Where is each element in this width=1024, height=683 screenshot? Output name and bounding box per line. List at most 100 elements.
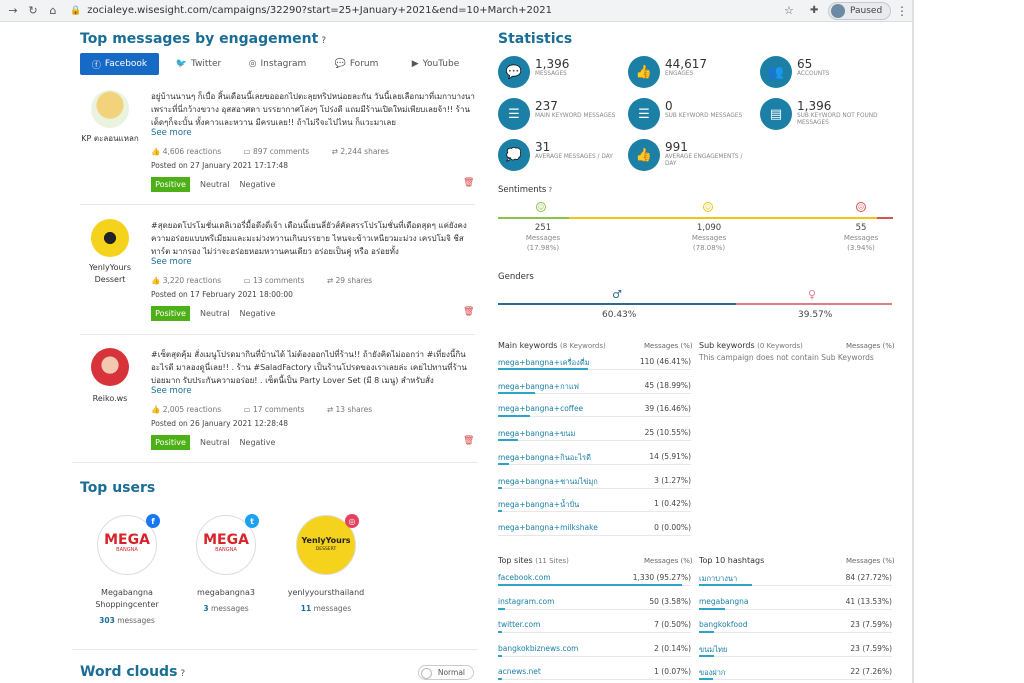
keyword-row[interactable]: mega+bangna+กินอะไรดี 14 (5.91%) xyxy=(498,452,691,476)
sentiments-title-text: Sentiments xyxy=(498,185,547,195)
neutral-button[interactable]: Neutral xyxy=(200,180,230,189)
keyword-row[interactable]: mega+bangna+milkshake 0 (0.00%) xyxy=(498,523,691,547)
keyword-row-label[interactable]: mega+bangna+กินอะไรดี xyxy=(498,452,591,462)
home-icon[interactable]: ⌂ xyxy=(49,4,57,17)
user-name[interactable]: yenlyyoursthailand xyxy=(287,588,365,597)
extensions-icon[interactable]: ✚ xyxy=(810,5,819,16)
bookmark-star-icon[interactable]: ☆ xyxy=(784,4,794,17)
positive-button[interactable]: Positive xyxy=(151,177,190,192)
site-row-label[interactable]: instagram.com xyxy=(498,596,555,606)
hashtag-row[interactable]: ของฝาก 22 (7.26%) xyxy=(699,667,892,683)
top-user-card[interactable]: MEGA BANGNA t megabangna3 3 messages xyxy=(181,514,271,613)
hashtag-row-bar xyxy=(699,654,714,657)
hashtag-row-label[interactable]: megabangna xyxy=(699,596,749,606)
stat-value: 65 xyxy=(797,57,813,71)
help-icon[interactable]: ? xyxy=(180,669,186,679)
see-more-link[interactable]: See more xyxy=(151,386,192,396)
keyword-row[interactable]: mega+bangna+ขนม 25 (10.55%) xyxy=(498,428,691,452)
address-bar[interactable]: zocialeye.wisesight.com/campaigns/32290?… xyxy=(87,5,552,16)
see-more-link[interactable]: See more xyxy=(151,128,192,138)
neutral-button[interactable]: Neutral xyxy=(200,438,230,447)
window-edge xyxy=(912,0,914,683)
tab-instagram[interactable]: ◎ Instagram xyxy=(238,53,317,75)
keyword-row[interactable]: mega+bangna+น้ำปั่น 1 (0.42%) xyxy=(498,499,691,523)
negative-button[interactable]: Negative xyxy=(239,309,276,318)
author-avatar[interactable] xyxy=(91,348,129,386)
tab-twitter[interactable]: 🐦 Twitter xyxy=(159,53,238,75)
hashtag-row-label[interactable]: เมกาบางนา xyxy=(699,574,738,583)
keyword-row-label[interactable]: mega+bangna+น้ำปั่น xyxy=(498,500,580,510)
kebab-menu-icon[interactable]: ⋮ xyxy=(896,3,908,18)
post-stats: 👍 3,220 reactions ▭ 13 comments ⇄ 29 sha… xyxy=(151,276,392,285)
author-avatar[interactable] xyxy=(91,219,129,257)
top-user-card[interactable]: YenlyYours DESSERT ◎ yenlyyoursthailand … xyxy=(281,514,371,613)
negative-button[interactable]: Negative xyxy=(239,438,276,447)
trash-icon[interactable]: 🗑 xyxy=(463,436,475,446)
instagram-icon: ◎ xyxy=(345,514,359,528)
hashtag-row[interactable]: ขนมไทย 23 (7.59%) xyxy=(699,644,892,668)
site-row[interactable]: facebook.com 1,330 (95.27%) xyxy=(498,573,691,597)
see-more-link[interactable]: See more xyxy=(151,257,192,267)
post-author[interactable]: KP ตะลอนแหลก xyxy=(81,134,139,143)
forward-icon[interactable]: → xyxy=(8,4,18,17)
keyword-row[interactable]: mega+bangna+coffee 39 (16.46%) xyxy=(498,404,691,428)
site-row[interactable]: twitter.com 7 (0.50%) xyxy=(498,620,691,644)
post-author[interactable]: Reiko.ws xyxy=(92,394,128,403)
stat-value: 1,396 xyxy=(535,57,570,71)
keyword-row[interactable]: mega+bangna+ชานมไข่มุก 3 (1.27%) xyxy=(498,476,691,500)
hashtag-row[interactable]: bangkokfood 23 (7.59%) xyxy=(699,620,892,644)
help-icon[interactable]: ? xyxy=(548,186,553,194)
keyword-row[interactable]: mega+bangna+เครื่องดื่ม 110 (46.41%) xyxy=(498,357,691,381)
positive-button[interactable]: Positive xyxy=(151,306,190,321)
site-row-label[interactable]: bangkokbiznews.com xyxy=(498,643,579,653)
neutral-button[interactable]: Neutral xyxy=(200,309,230,318)
trash-icon[interactable]: 🗑 xyxy=(463,178,475,188)
trash-icon[interactable]: 🗑 xyxy=(463,307,475,317)
site-row-label[interactable]: twitter.com xyxy=(498,620,541,629)
divider xyxy=(80,204,475,205)
site-row[interactable]: acnews.net 1 (0.07%) xyxy=(498,667,691,683)
lock-icon[interactable]: 🔒 xyxy=(70,5,82,16)
user-logo: MEGA BANGNA f xyxy=(97,514,160,575)
stat-value: 237 xyxy=(535,99,558,113)
user-name[interactable]: megabangna3 xyxy=(197,588,255,597)
site-row-value: 2 (0.14%) xyxy=(654,643,691,653)
hashtag-row-label[interactable]: ขนมไทย xyxy=(699,644,728,654)
keyword-row-label[interactable]: mega+bangna+ชานมไข่มุก xyxy=(498,476,598,486)
reload-icon[interactable]: ↻ xyxy=(28,4,38,17)
site-row[interactable]: bangkokbiznews.com 2 (0.14%) xyxy=(498,644,691,668)
positive-button[interactable]: Positive xyxy=(151,435,190,450)
top-hashtags-col: Messages (%) xyxy=(846,557,895,565)
site-row-track xyxy=(498,655,691,657)
keyword-row-label[interactable]: mega+bangna+เครื่องดื่ม xyxy=(498,358,590,367)
tab-youtube[interactable]: ▶ YouTube xyxy=(396,53,475,75)
site-row[interactable]: instagram.com 50 (3.58%) xyxy=(498,597,691,621)
tab-forum[interactable]: 💬 Forum xyxy=(317,53,396,75)
keyword-row-label[interactable]: mega+bangna+coffee xyxy=(498,404,584,414)
user-name[interactable]: Megabangna Shoppingcenter xyxy=(95,588,159,609)
hashtag-row[interactable]: megabangna 41 (13.53%) xyxy=(699,597,892,621)
hashtag-row-label[interactable]: bangkokfood xyxy=(699,620,748,629)
hashtag-row[interactable]: เมกาบางนา 84 (27.72%) xyxy=(699,573,892,597)
stat-average-engagements: 👍 991 Average engagements / day xyxy=(628,139,747,171)
site-row-value: 1,330 (95.27%) xyxy=(632,573,691,582)
keyword-row-track xyxy=(498,392,691,394)
site-row-label[interactable]: facebook.com xyxy=(498,573,551,582)
twitter-icon: 🐦 xyxy=(175,59,188,69)
keyword-row[interactable]: mega+bangna+กาแฟ 45 (18.99%) xyxy=(498,381,691,405)
profile-button[interactable]: Paused xyxy=(828,2,892,20)
tab-facebook[interactable]: ⓕ Facebook xyxy=(80,53,159,75)
normal-toggle[interactable]: Normal xyxy=(418,665,474,680)
keyword-row-label[interactable]: mega+bangna+กาแฟ xyxy=(498,381,579,391)
help-icon[interactable]: ? xyxy=(321,36,327,46)
keyword-row-label[interactable]: mega+bangna+ขนม xyxy=(498,429,576,439)
hashtag-row-label[interactable]: ของฝาก xyxy=(699,668,726,677)
site-row-label[interactable]: acnews.net xyxy=(498,667,541,676)
keyword-row-label[interactable]: mega+bangna+milkshake xyxy=(498,522,598,532)
logo-text: YenlyYours xyxy=(301,536,351,545)
negative-button[interactable]: Negative xyxy=(239,180,276,189)
count-suffix: messages xyxy=(313,604,352,613)
author-avatar[interactable] xyxy=(91,90,129,128)
post-author[interactable]: YenlyYours Dessert xyxy=(88,263,132,284)
top-user-card[interactable]: MEGA BANGNA f Megabangna Shoppingcenter … xyxy=(82,514,172,625)
